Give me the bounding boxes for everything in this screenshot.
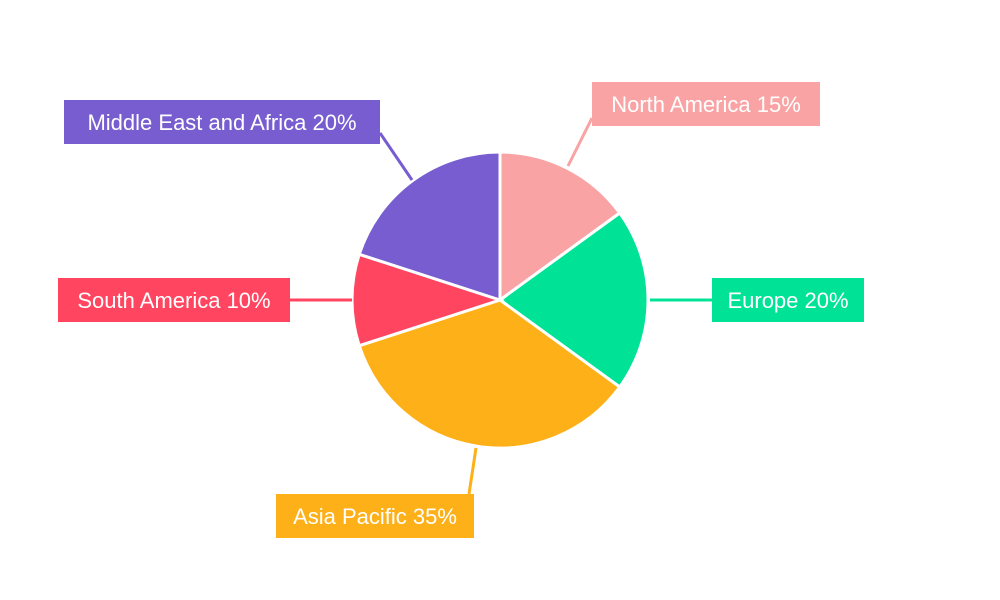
data-label-north-america: North America 15% <box>611 92 801 117</box>
data-label-middle-east-and-africa: Middle East and Africa 20% <box>87 110 356 135</box>
pie-slice-north-america[interactable] <box>498 150 622 303</box>
pie-slice-asia-pacific[interactable] <box>357 298 622 450</box>
pie-slice-middle-east-and-africa[interactable] <box>357 150 502 303</box>
data-label-box-middle-east-and-africa <box>64 100 380 144</box>
pie-slice-europe[interactable] <box>497 210 650 390</box>
pie-slice-south-america[interactable] <box>350 252 505 348</box>
leader-line-north-america <box>566 117 594 167</box>
data-label-box-south-america <box>58 278 290 322</box>
leader-line-middle-east-and-africa <box>378 132 414 181</box>
data-label-europe: Europe 20% <box>727 288 848 313</box>
data-label-box-asia-pacific <box>276 494 474 538</box>
data-label-asia-pacific: Asia Pacific 35% <box>293 504 457 529</box>
leader-line-asia-pacific <box>467 447 478 495</box>
data-label-south-america: South America 10% <box>77 288 270 313</box>
data-label-box-europe <box>712 278 864 322</box>
data-label-box-north-america <box>592 82 820 126</box>
